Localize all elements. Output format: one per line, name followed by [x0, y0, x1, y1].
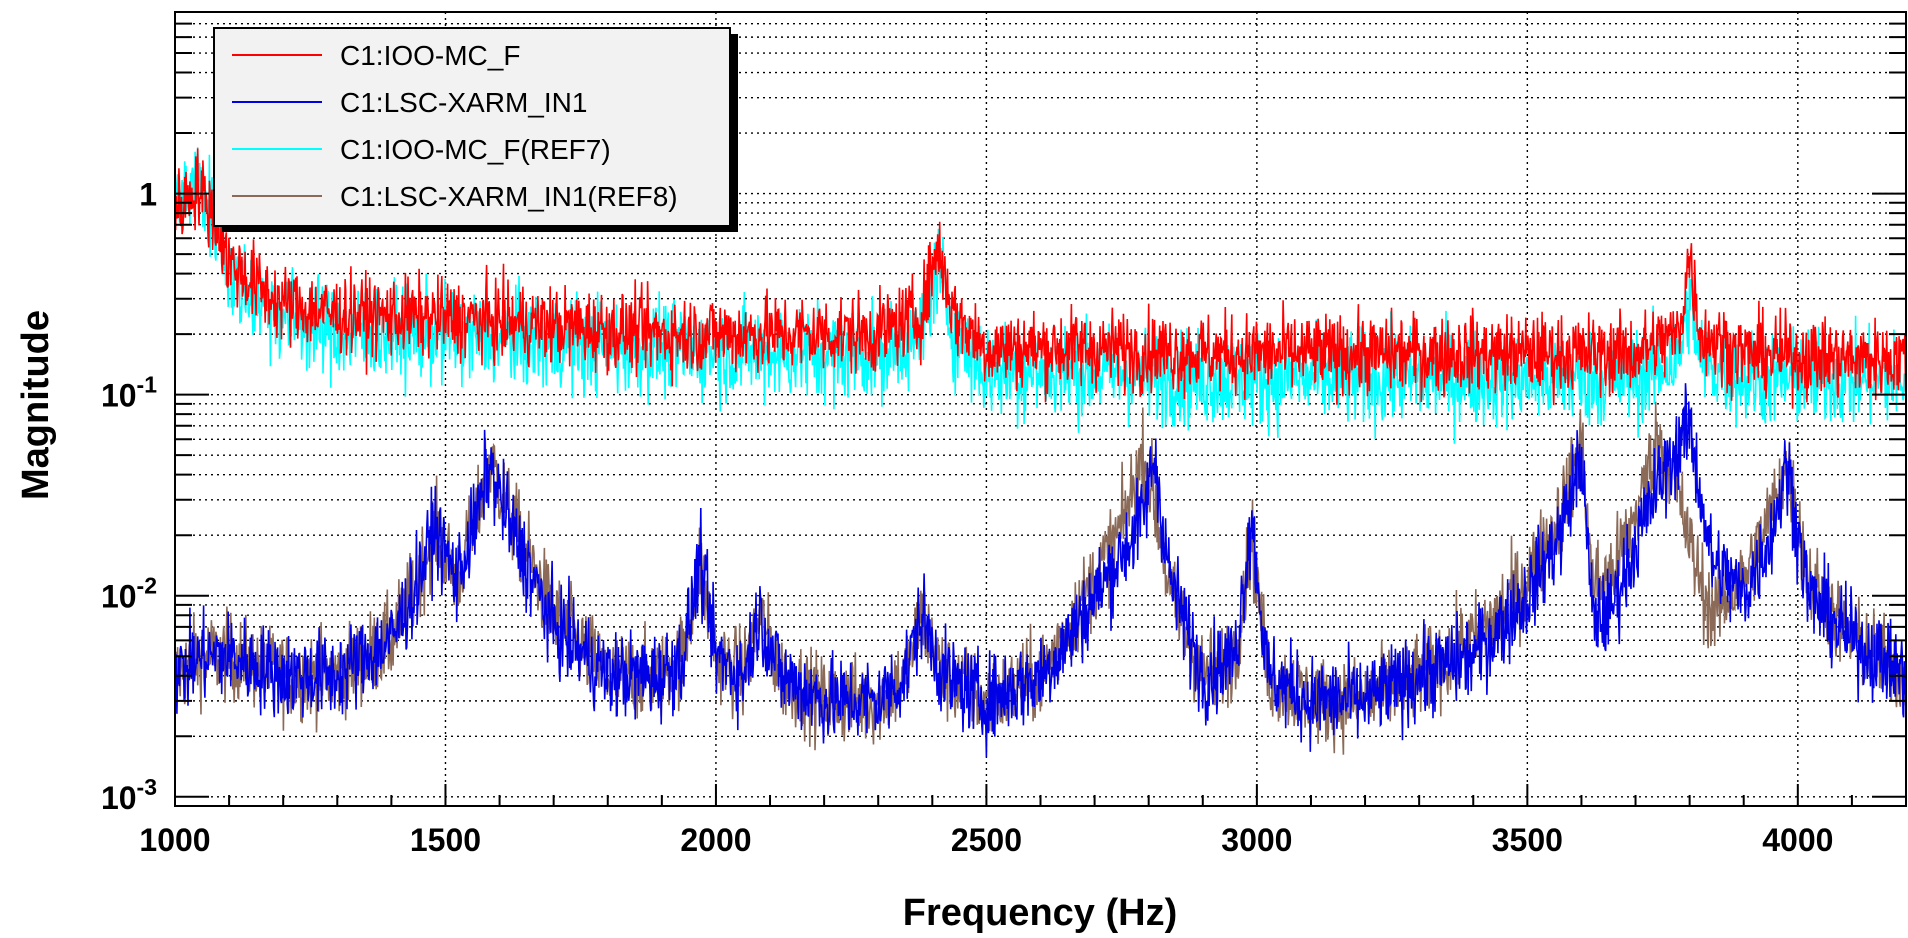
y-axis-title: Magnitude	[15, 310, 57, 500]
series-line-c1-lsc-xarm-in1	[174, 383, 1907, 757]
series-line-c1-ioo-mc-f	[174, 148, 1907, 409]
x-tick-label: 3000	[1221, 822, 1292, 858]
legend-label-c1-ioo-mc-f-ref7: C1:IOO-MC_F(REF7)	[340, 134, 611, 165]
x-tick-label: 2500	[951, 822, 1022, 858]
tick-labels: 1000 1500 2000 2500 3000 3500 4000 1 10-1 10-2 10-…	[101, 177, 1833, 858]
y-tick-label: 10-3	[101, 774, 157, 816]
series-line-c1-ioo-mc-f-ref7	[174, 147, 1907, 444]
y-tick-label: 10-2	[101, 573, 157, 615]
legend-label-c1-lsc-xarm-in1-ref8: C1:LSC-XARM_IN1(REF8)	[340, 181, 678, 212]
x-axis-title: Frequency (Hz)	[903, 892, 1177, 934]
axis-ticks	[174, 11, 1907, 807]
legend-box	[213, 27, 731, 227]
legend-label-c1-lsc-xarm-in1: C1:LSC-XARM_IN1	[340, 87, 587, 118]
y-tick-label: 1	[139, 177, 157, 213]
x-tick-label: 3500	[1492, 822, 1563, 858]
y-tick-label: 10-1	[101, 372, 157, 414]
x-tick-label: 4000	[1762, 822, 1833, 858]
series-layer	[174, 147, 1907, 757]
x-tick-label: 1000	[139, 822, 210, 858]
x-tick-label: 1500	[410, 822, 481, 858]
legend-label-c1-ioo-mc-f: C1:IOO-MC_F	[340, 40, 520, 71]
legend: C1:IOO-MC_F C1:LSC-XARM_IN1 C1:IOO-MC_F(RE…	[213, 27, 738, 232]
x-tick-label: 2000	[680, 822, 751, 858]
